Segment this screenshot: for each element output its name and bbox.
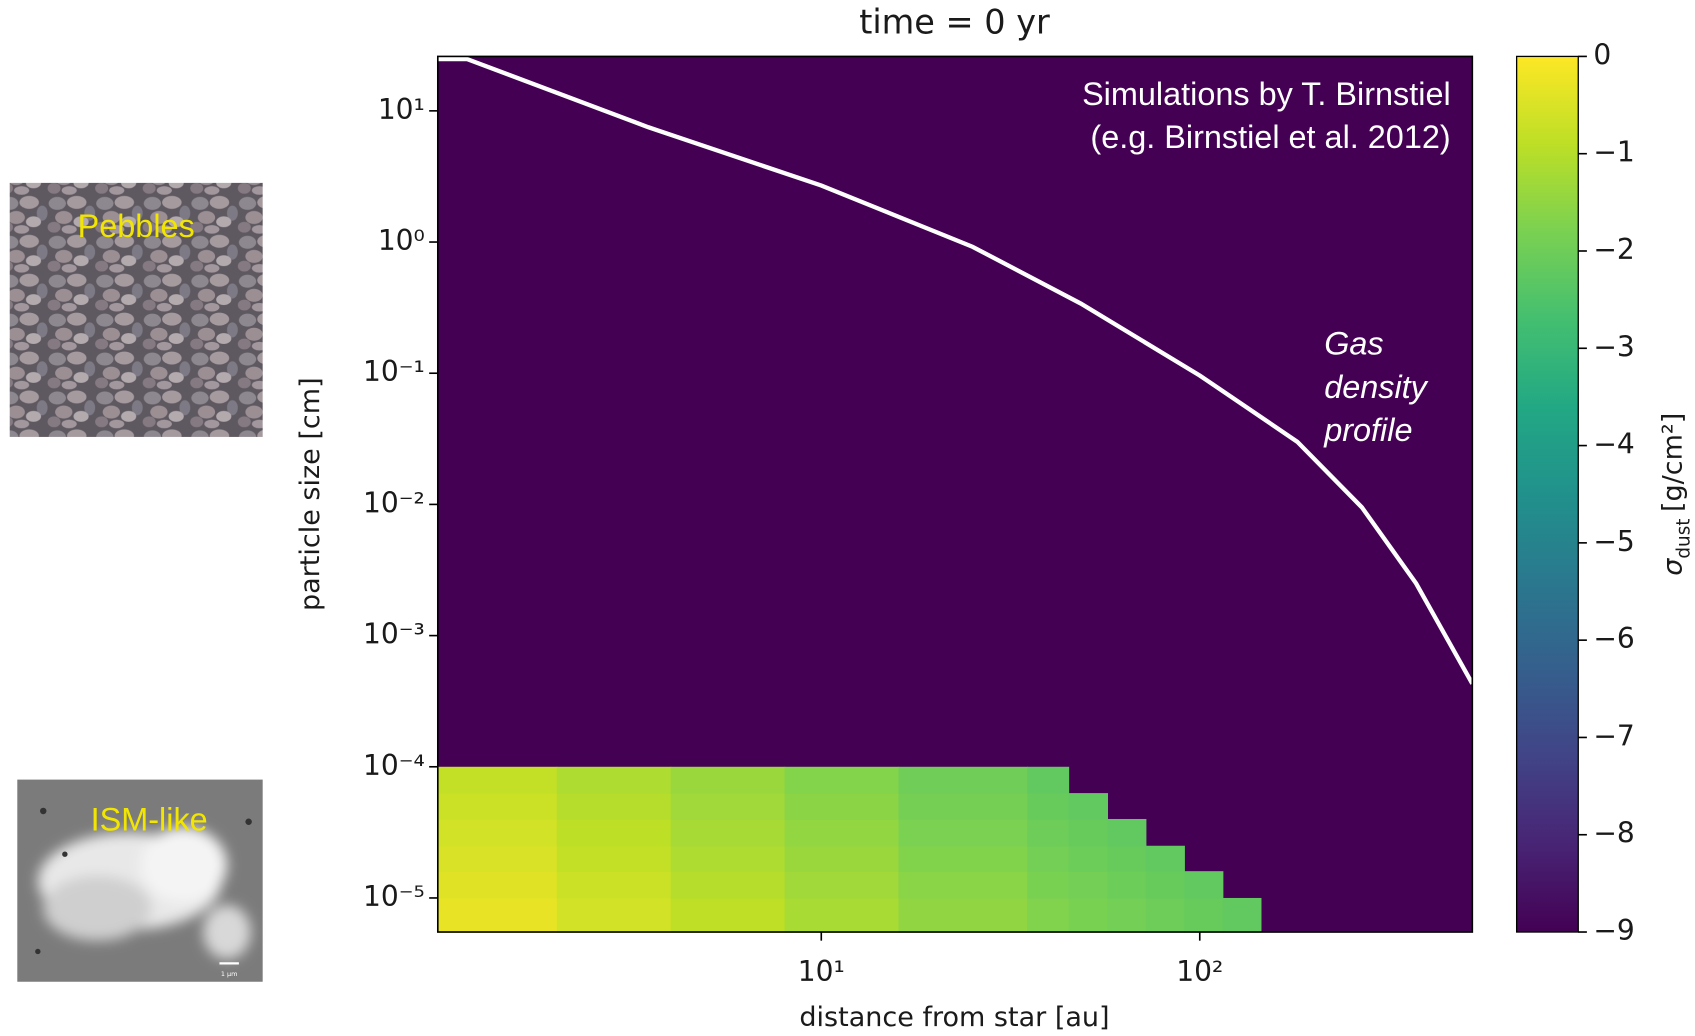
heatmap-cell (556, 897, 672, 933)
scale-bar-label: 1 μm (221, 970, 238, 978)
colorbar-label: σdust [g/cm²] (1657, 413, 1694, 576)
heatmap-cell (1027, 766, 1070, 794)
heatmap-cell (1027, 897, 1070, 933)
plot-frame (436, 55, 1474, 933)
ism-image: ISM-like 1 μm (17, 779, 263, 982)
y-tick-label: 10⁻³ (363, 618, 425, 651)
heatmap-cell (784, 818, 900, 847)
colorbar-tick-label: −7 (1593, 719, 1634, 752)
colorbar-tick-label: 0 (1593, 38, 1611, 71)
ism-label: ISM-like (91, 801, 208, 837)
heatmap-cell (670, 793, 786, 820)
heatmap-cell (1068, 818, 1109, 847)
colorbar-tick-label: −3 (1593, 330, 1634, 363)
heatmap-cell (1184, 871, 1224, 899)
heatmap-cell (437, 871, 558, 899)
y-tick-label: 10⁰ (378, 224, 425, 257)
heatmap-cell (1222, 897, 1262, 933)
y-tick-label: 10⁻⁴ (363, 749, 425, 782)
colorbar-tick-label: −6 (1593, 622, 1634, 655)
heatmap-cell (437, 897, 558, 933)
heatmap-cell (556, 845, 672, 872)
x-tick-label: 10¹ (798, 955, 845, 988)
colorbar-tick-label: −9 (1593, 914, 1634, 947)
annotation: (e.g. Birnstiel et al. 2012) (1090, 119, 1450, 155)
heatmap-cell (556, 871, 672, 899)
curve-label: density (1324, 369, 1428, 405)
colorbar-subscript: dust (1673, 519, 1694, 559)
y-tick-label: 10⁻² (363, 486, 425, 519)
heatmap-cell (1145, 897, 1185, 933)
heatmap-cell (1027, 871, 1070, 899)
heatmap-cell (784, 845, 900, 872)
heatmap-cell (437, 845, 558, 872)
heatmap-cell (670, 818, 786, 847)
heatmap-cell (1027, 845, 1070, 872)
heatmap-cell (670, 871, 786, 899)
heatmap-cell (1068, 845, 1109, 872)
heatmap-cell (784, 793, 900, 820)
heatmap-cell (1184, 897, 1224, 933)
heatmap-cell (437, 818, 558, 847)
heatmap-cell (670, 766, 786, 794)
heatmap-cell (898, 793, 1028, 820)
heatmap-cell (1107, 871, 1147, 899)
curve-label: profile (1323, 412, 1412, 448)
heatmap-cell (1027, 818, 1070, 847)
heatmap-cell (670, 845, 786, 872)
heatmap-cell (437, 793, 558, 820)
plot-area (437, 56, 1475, 933)
heatmap-cell (1145, 845, 1185, 872)
heatmap-cell (1068, 871, 1109, 899)
heatmap-cell (556, 818, 672, 847)
heatmap-cell (1145, 871, 1185, 899)
heatmap-cell (1068, 897, 1109, 933)
colorbar-symbol: σ (1657, 558, 1688, 576)
heatmap-cell (898, 766, 1028, 794)
pebbles-label: Pebbles (78, 208, 195, 244)
colorbar-tick-label: −4 (1593, 428, 1634, 461)
gas-density-line (437, 56, 1475, 685)
y-tick-label: 10⁻⁵ (363, 880, 425, 913)
ism-grain (37, 827, 251, 960)
y-axis-label: particle size [cm] (295, 377, 326, 611)
heatmap-cell (898, 871, 1028, 899)
heatmap-cell (437, 766, 558, 794)
heatmap-cell (784, 871, 900, 899)
colorbar (1515, 55, 1579, 933)
curve-label: Gas (1324, 326, 1383, 362)
heatmap-cell (1107, 845, 1147, 872)
colorbar-tick-label: −8 (1593, 817, 1634, 850)
heatmap-cell (1027, 793, 1070, 820)
colorbar-unit: [g/cm²] (1657, 413, 1688, 512)
chart-title: time = 0 yr (859, 2, 1050, 41)
heatmap-cell (670, 897, 786, 933)
heatmap-cell (784, 897, 900, 933)
y-tick-label: 10⁻¹ (363, 355, 425, 388)
overlay: 10¹ 10² 10⁻⁵ 10⁻⁴ 10⁻³ 10⁻² 10⁻¹ 10⁰ 10¹ 0 −1 −2 −3 −… (363, 38, 1635, 988)
annotation: Simulations by T. Birnstiel (1082, 76, 1451, 112)
x-tick-label: 10² (1176, 955, 1223, 988)
heatmap-cell (898, 897, 1028, 933)
heatmap-cell (556, 793, 672, 820)
heatmap-cell (1068, 793, 1109, 820)
heatmap-cell (898, 818, 1028, 847)
heatmap-cell (1107, 818, 1147, 847)
x-axis-label: distance from star [au] (799, 1002, 1109, 1033)
colorbar-tick-label: −5 (1593, 525, 1634, 558)
pebbles-image: Pebbles (9, 182, 263, 437)
heatmap-cell (1107, 897, 1147, 933)
y-tick-label: 10¹ (378, 93, 425, 126)
pebbles-photo (9, 182, 263, 437)
heatmap-cell (898, 845, 1028, 872)
heatmap-cell (556, 766, 672, 794)
colorbar-tick-label: −1 (1593, 136, 1634, 169)
heatmap-cell (784, 766, 900, 794)
colorbar-tick-label: −2 (1593, 233, 1634, 266)
